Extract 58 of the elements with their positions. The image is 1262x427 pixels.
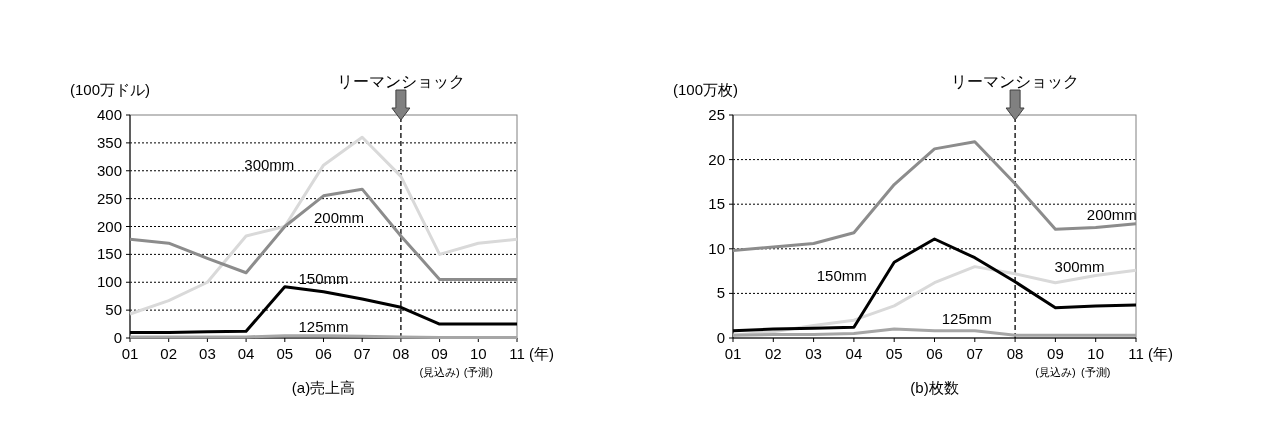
y-tick-label: 20 [708, 150, 725, 168]
y-tick-label: 300 [96, 161, 122, 179]
y-tick-label: 50 [105, 301, 122, 319]
x-tick-label: 10 [1087, 345, 1105, 362]
y-tick-label: 250 [96, 189, 122, 207]
x-tick-label: 09 [431, 345, 448, 362]
series-label: 200mm [313, 208, 364, 226]
series-label: 125mm [298, 317, 349, 335]
x-tick-label: 01 [724, 345, 742, 362]
y-tick-label: 10 [708, 239, 725, 257]
x-tick-label: 02 [764, 345, 782, 362]
x-axis-title: (年) [1148, 345, 1173, 362]
text: (予測) [463, 366, 493, 378]
x-tick-label: 07 [353, 345, 371, 362]
ref-line-label: リーマンショック [336, 73, 465, 90]
x-tick-label: 02 [160, 345, 178, 362]
y-tick-label: 0 [113, 329, 122, 346]
series-label: 200mm [1086, 206, 1137, 224]
series-label: 125mm [941, 310, 992, 328]
x-tick-label: 10 [469, 345, 487, 362]
x-tick-label: 03 [805, 345, 822, 362]
x-tick-label: 11 [1128, 345, 1144, 362]
text: (予測) [1081, 366, 1111, 378]
series-label: 150mm [298, 269, 349, 287]
y-tick-label: 350 [96, 133, 122, 151]
x-tick-label: 04 [237, 345, 255, 362]
y-axis-title: (100万枚) [673, 81, 739, 98]
y-tick-label: 150 [96, 245, 122, 263]
x-tick-label: 04 [845, 345, 863, 362]
y-tick-label: 15 [708, 195, 725, 213]
y-tick-label: 25 [708, 106, 725, 123]
y-axis-title: (100万ドル) [70, 81, 151, 98]
x-tick-label: 06 [926, 345, 943, 362]
x-tick-label: 08 [1006, 345, 1024, 362]
ref-line-label: リーマンショック [951, 73, 1080, 90]
line-series [128, 135, 519, 316]
series-label: 300mm [244, 156, 295, 174]
series-label: 150mm [816, 266, 867, 284]
x-tick-label: 05 [276, 345, 294, 362]
x-axis-title: (年) [529, 345, 554, 362]
x-tick-label: 07 [966, 345, 984, 362]
x-tick-label: 09 [1047, 345, 1064, 362]
x-tick-label: 03 [199, 345, 216, 362]
y-tick-label: 5 [716, 284, 725, 302]
text: (a)売上高 [291, 379, 356, 396]
series-label: 300mm [1054, 257, 1105, 275]
x-tick-label: 05 [885, 345, 903, 362]
x-tick-label: 06 [315, 345, 332, 362]
text: (見込み) [419, 366, 460, 378]
x-tick-label: 08 [392, 345, 410, 362]
y-tick-label: 200 [96, 217, 122, 235]
x-tick-label: 01 [121, 345, 139, 362]
y-tick-label: 0 [716, 329, 725, 346]
x-tick-label: 11 [509, 345, 525, 362]
text: (b)枚数 [910, 379, 959, 396]
y-tick-label: 100 [96, 273, 122, 291]
text: (見込み) [1035, 366, 1076, 378]
y-tick-label: 400 [96, 106, 122, 123]
